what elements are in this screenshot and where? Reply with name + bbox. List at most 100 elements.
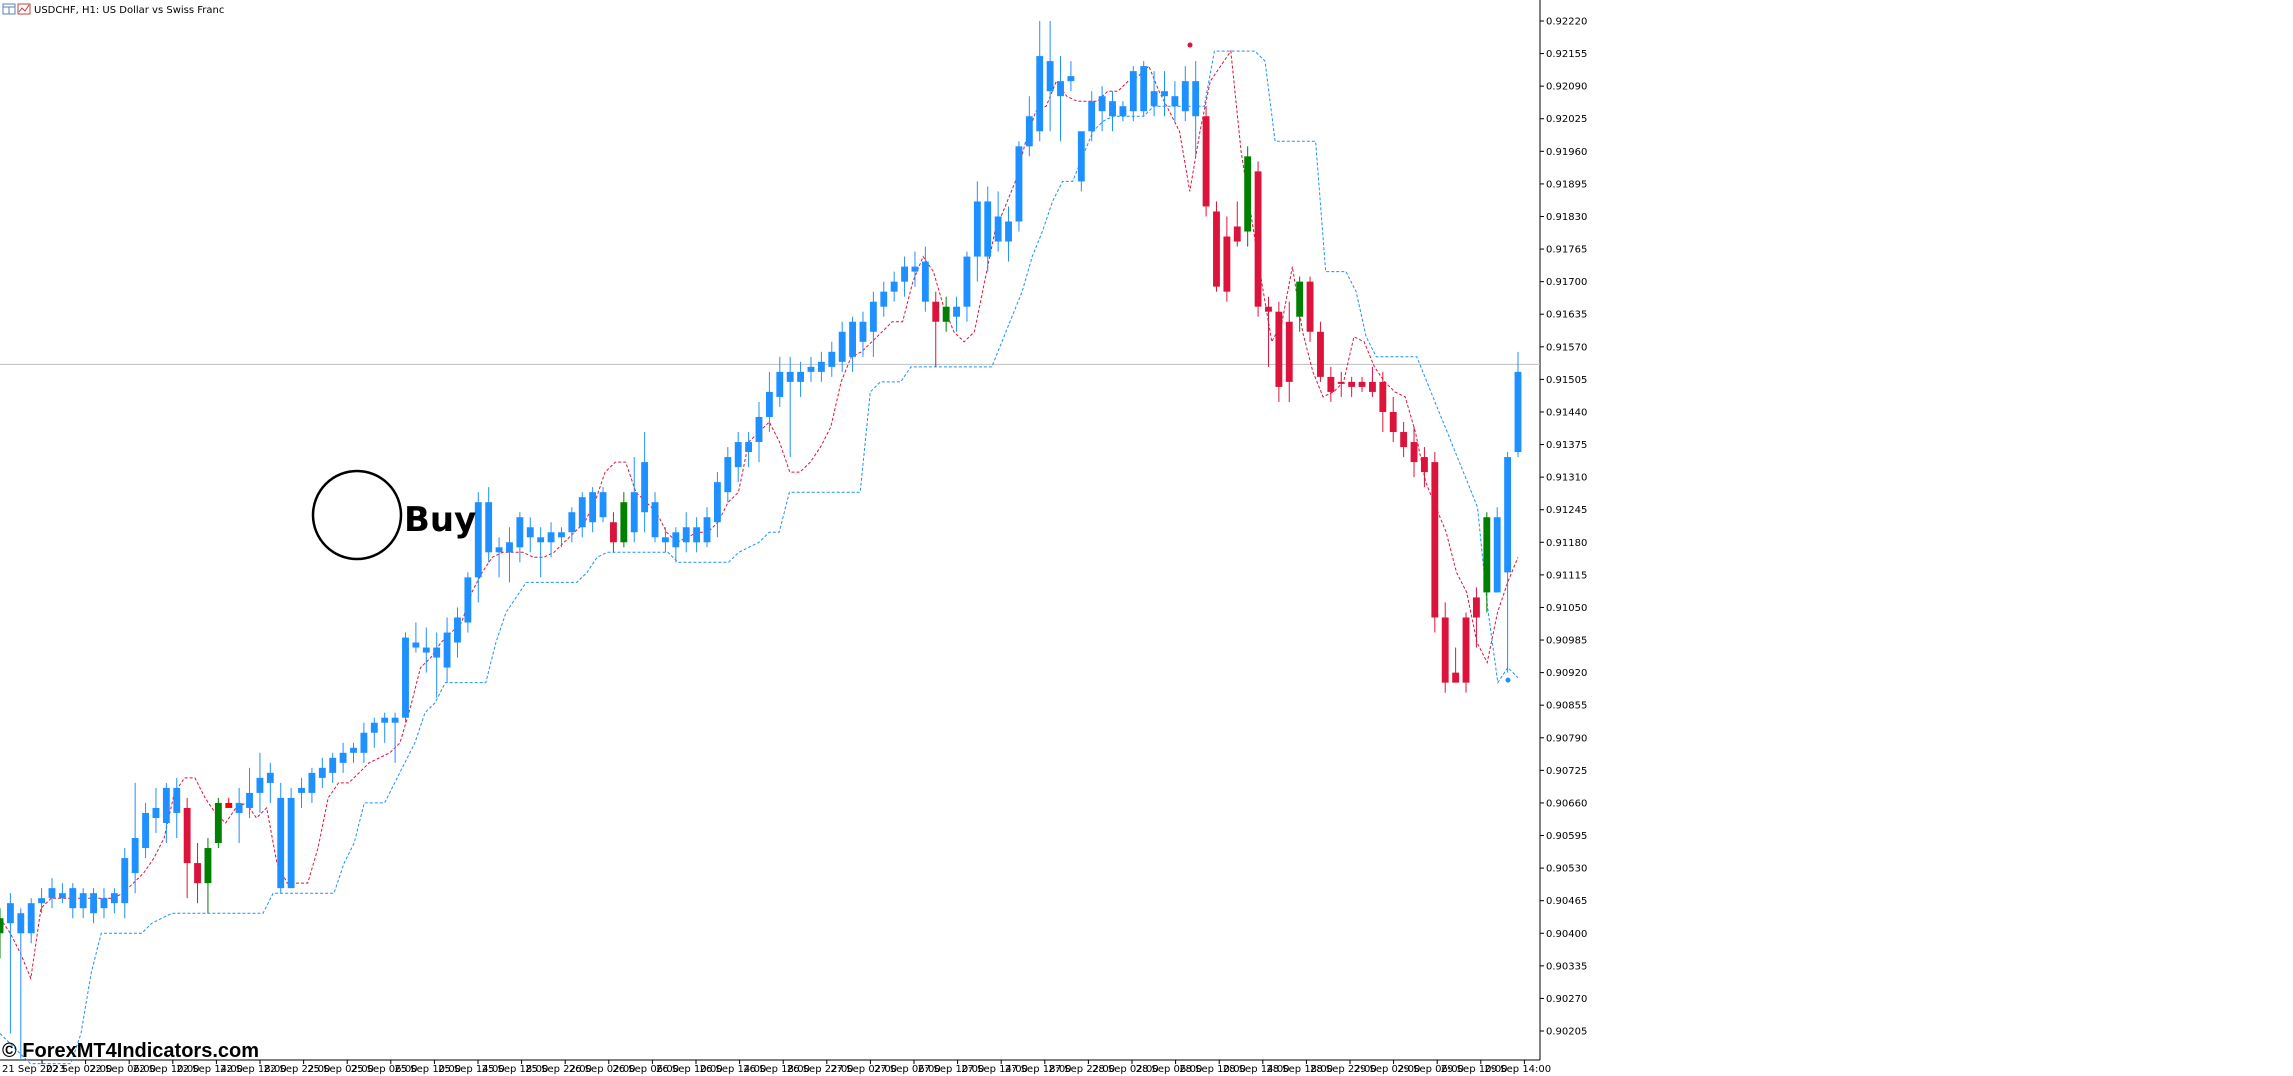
candle-body — [1514, 371, 1522, 453]
candle-body — [578, 497, 586, 528]
time-tick-label: 22 Sep 10:00 — [133, 1064, 200, 1075]
candle-body — [1150, 91, 1158, 107]
candle-body — [381, 717, 389, 723]
candle-body — [921, 261, 929, 302]
price-axis: 0.92220 0.92155 0.92090 0.92025 0.91960 0.918… — [1540, 17, 1587, 1038]
candle-body — [69, 888, 77, 909]
time-tick-label: 29 Sep 06:00 — [1397, 1064, 1464, 1075]
candle-body — [734, 442, 742, 468]
candle-body — [911, 266, 919, 272]
candle-body — [1171, 96, 1179, 107]
candle-body — [547, 532, 555, 543]
upper-signal-dot — [1187, 42, 1193, 48]
price-tick-label: 0.91440 — [1546, 407, 1587, 418]
candle-body — [693, 527, 701, 543]
candle-body — [630, 492, 638, 533]
candle-body — [859, 321, 867, 342]
candle-body — [1233, 226, 1241, 242]
candle-body — [27, 903, 35, 934]
candle-body — [797, 371, 805, 382]
candle-body — [703, 517, 711, 543]
candle-body — [1379, 381, 1387, 412]
candle-body — [838, 331, 846, 362]
candle-body — [370, 722, 378, 733]
candle-body — [433, 647, 441, 658]
candle-body — [48, 888, 56, 899]
time-tick-label: 28 Sep 10:00 — [1179, 1064, 1246, 1075]
candle-body — [1296, 281, 1304, 317]
candle-body — [339, 752, 347, 763]
candle-body — [350, 747, 357, 753]
candle-body — [516, 517, 524, 548]
candle-body — [932, 301, 940, 322]
indicator-window-icon[interactable] — [17, 3, 31, 15]
time-tick-label: 28 Sep 22:00 — [1310, 1064, 1377, 1075]
candle-body — [58, 893, 66, 899]
time-tick-label: 26 Sep 18:00 — [743, 1064, 810, 1075]
candle-body — [1129, 71, 1137, 112]
price-tick-label: 0.90725 — [1546, 766, 1587, 777]
time-tick-label: 22 Sep 14:00 — [176, 1064, 243, 1075]
time-tick-label: 27 Sep 10:00 — [918, 1064, 985, 1075]
candle-body — [1348, 381, 1356, 387]
time-tick-label: 26 Sep 14:00 — [700, 1064, 767, 1075]
price-tick-label: 0.91050 — [1546, 603, 1587, 614]
candle-body — [225, 802, 233, 808]
candle-body — [651, 502, 659, 538]
candle-body — [786, 371, 794, 382]
price-tick-label: 0.91960 — [1546, 147, 1587, 158]
time-tick-label: 28 Sep 14:00 — [1223, 1064, 1290, 1075]
candle-body — [1400, 432, 1408, 448]
candle-body — [402, 637, 409, 718]
candle-body — [1223, 236, 1231, 292]
time-tick-label: 22 Sep 02:00 — [46, 1064, 113, 1075]
chart-window-icon[interactable] — [2, 3, 16, 15]
candle-body — [807, 366, 815, 372]
candle-body — [1483, 517, 1491, 593]
candle-body — [568, 512, 576, 533]
candle-body — [1452, 672, 1460, 683]
candle-body — [474, 502, 482, 578]
price-tick-label: 0.90205 — [1546, 1027, 1587, 1038]
candle-body — [901, 266, 908, 282]
candle-body — [17, 913, 25, 934]
candle-body — [506, 542, 513, 553]
price-tick-label: 0.92090 — [1546, 82, 1587, 93]
price-tick-label: 0.91180 — [1546, 538, 1587, 549]
candle-body — [464, 577, 472, 623]
candle-body — [776, 371, 784, 397]
window-title: USDCHF, H1: US Dollar vs Swiss Franc — [34, 5, 224, 16]
candle-body — [1025, 116, 1033, 147]
candle-body — [1462, 617, 1470, 683]
time-tick-label: 25 Sep 18:00 — [482, 1064, 549, 1075]
candle-body — [1067, 76, 1075, 82]
window-title-bar: USDCHF, H1: US Dollar vs Swiss Franc — [2, 3, 224, 16]
candle-body — [1181, 81, 1189, 112]
candle-body — [994, 216, 1002, 242]
candle-body — [142, 812, 149, 849]
candle-body — [682, 527, 690, 543]
candle-body — [890, 281, 898, 292]
candle-body — [152, 807, 160, 818]
time-tick-label: 26 Sep 02:00 — [569, 1064, 636, 1075]
candle-body — [391, 717, 399, 723]
candle-body — [214, 802, 222, 844]
candle-body — [298, 787, 305, 793]
time-tick-label: 28 Sep 06:00 — [1136, 1064, 1203, 1075]
candle-body — [360, 732, 368, 753]
candle-body — [942, 306, 950, 322]
candle-body — [0, 918, 4, 934]
candle-body — [183, 807, 191, 864]
candle-body — [318, 767, 326, 778]
candles — [0, 21, 1522, 1059]
candle-body — [1015, 146, 1023, 222]
candle-body — [277, 797, 285, 889]
candle-body — [485, 502, 493, 553]
time-tick-label: 27 Sep 22:00 — [1048, 1064, 1115, 1075]
candle-body — [589, 492, 597, 523]
candle-body — [1306, 281, 1314, 332]
candle-body — [1337, 381, 1345, 384]
candle-body — [1358, 381, 1366, 387]
